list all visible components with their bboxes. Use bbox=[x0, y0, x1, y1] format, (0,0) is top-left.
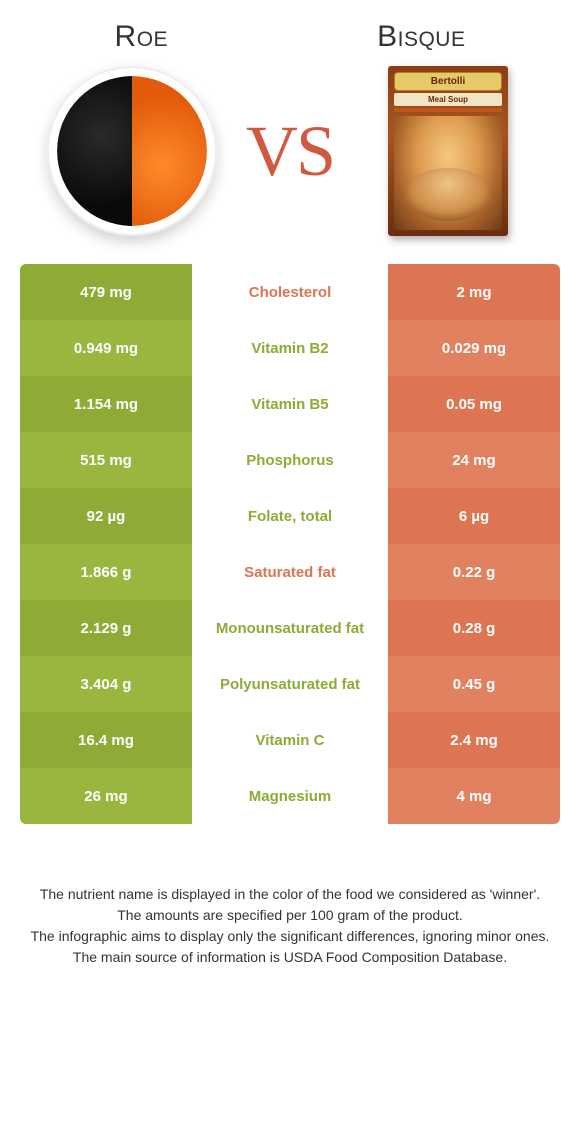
table-row: 26 mgMagnesium4 mg bbox=[20, 768, 560, 824]
comparison-table: 479 mgCholesterol2 mg0.949 mgVitamin B20… bbox=[0, 264, 580, 824]
footer-line: The infographic aims to display only the… bbox=[28, 926, 552, 947]
table-row: 3.404 gPolyunsaturated fat0.45 g bbox=[20, 656, 560, 712]
food-left-title: Roe bbox=[115, 20, 169, 54]
right-value: 0.22 g bbox=[388, 544, 560, 600]
nutrient-label: Phosphorus bbox=[192, 432, 388, 488]
nutrient-label: Monounsaturated fat bbox=[192, 600, 388, 656]
right-value: 6 µg bbox=[388, 488, 560, 544]
right-value: 0.45 g bbox=[388, 656, 560, 712]
left-value: 26 mg bbox=[20, 768, 192, 824]
food-left-image bbox=[42, 66, 222, 236]
nutrient-label: Saturated fat bbox=[192, 544, 388, 600]
left-value: 1.154 mg bbox=[20, 376, 192, 432]
footer-line: The amounts are specified per 100 gram o… bbox=[28, 905, 552, 926]
product-brand: Bertolli bbox=[394, 72, 502, 91]
left-value: 479 mg bbox=[20, 264, 192, 320]
right-value: 0.28 g bbox=[388, 600, 560, 656]
footer-line: The main source of information is USDA F… bbox=[28, 947, 552, 968]
vs-label: VS bbox=[246, 110, 334, 193]
table-row: 0.949 mgVitamin B20.029 mg bbox=[20, 320, 560, 376]
nutrient-label: Cholesterol bbox=[192, 264, 388, 320]
left-value: 92 µg bbox=[20, 488, 192, 544]
table-row: 1.154 mgVitamin B50.05 mg bbox=[20, 376, 560, 432]
right-value: 24 mg bbox=[388, 432, 560, 488]
table-row: 16.4 mgVitamin C2.4 mg bbox=[20, 712, 560, 768]
product-line: Meal Soup bbox=[394, 93, 502, 106]
nutrient-label: Vitamin B2 bbox=[192, 320, 388, 376]
right-value: 0.029 mg bbox=[388, 320, 560, 376]
right-value: 0.05 mg bbox=[388, 376, 560, 432]
table-row: 92 µgFolate, total6 µg bbox=[20, 488, 560, 544]
infographic: Roe Bisque VS Bertolli Meal Soup 479 mgC… bbox=[0, 0, 580, 996]
left-value: 1.866 g bbox=[20, 544, 192, 600]
table-row: 479 mgCholesterol2 mg bbox=[20, 264, 560, 320]
nutrient-label: Vitamin B5 bbox=[192, 376, 388, 432]
table-row: 1.866 gSaturated fat0.22 g bbox=[20, 544, 560, 600]
table-row: 2.129 gMonounsaturated fat0.28 g bbox=[20, 600, 560, 656]
left-value: 3.404 g bbox=[20, 656, 192, 712]
food-right-image: Bertolli Meal Soup bbox=[358, 66, 538, 236]
hero-images: VS Bertolli Meal Soup bbox=[0, 66, 580, 264]
footer-line: The nutrient name is displayed in the co… bbox=[28, 884, 552, 905]
footer-notes: The nutrient name is displayed in the co… bbox=[0, 824, 580, 996]
bisque-box-icon: Bertolli Meal Soup bbox=[388, 66, 508, 236]
table-row: 515 mgPhosphorus24 mg bbox=[20, 432, 560, 488]
roe-plate-icon bbox=[47, 66, 217, 236]
left-value: 515 mg bbox=[20, 432, 192, 488]
header: Roe Bisque bbox=[0, 0, 580, 66]
left-value: 2.129 g bbox=[20, 600, 192, 656]
right-value: 4 mg bbox=[388, 768, 560, 824]
food-right-title: Bisque bbox=[377, 20, 465, 54]
nutrient-label: Magnesium bbox=[192, 768, 388, 824]
left-value: 16.4 mg bbox=[20, 712, 192, 768]
right-value: 2.4 mg bbox=[388, 712, 560, 768]
product-ribbon bbox=[394, 108, 502, 112]
nutrient-label: Folate, total bbox=[192, 488, 388, 544]
right-value: 2 mg bbox=[388, 264, 560, 320]
left-value: 0.949 mg bbox=[20, 320, 192, 376]
nutrient-label: Polyunsaturated fat bbox=[192, 656, 388, 712]
nutrient-label: Vitamin C bbox=[192, 712, 388, 768]
